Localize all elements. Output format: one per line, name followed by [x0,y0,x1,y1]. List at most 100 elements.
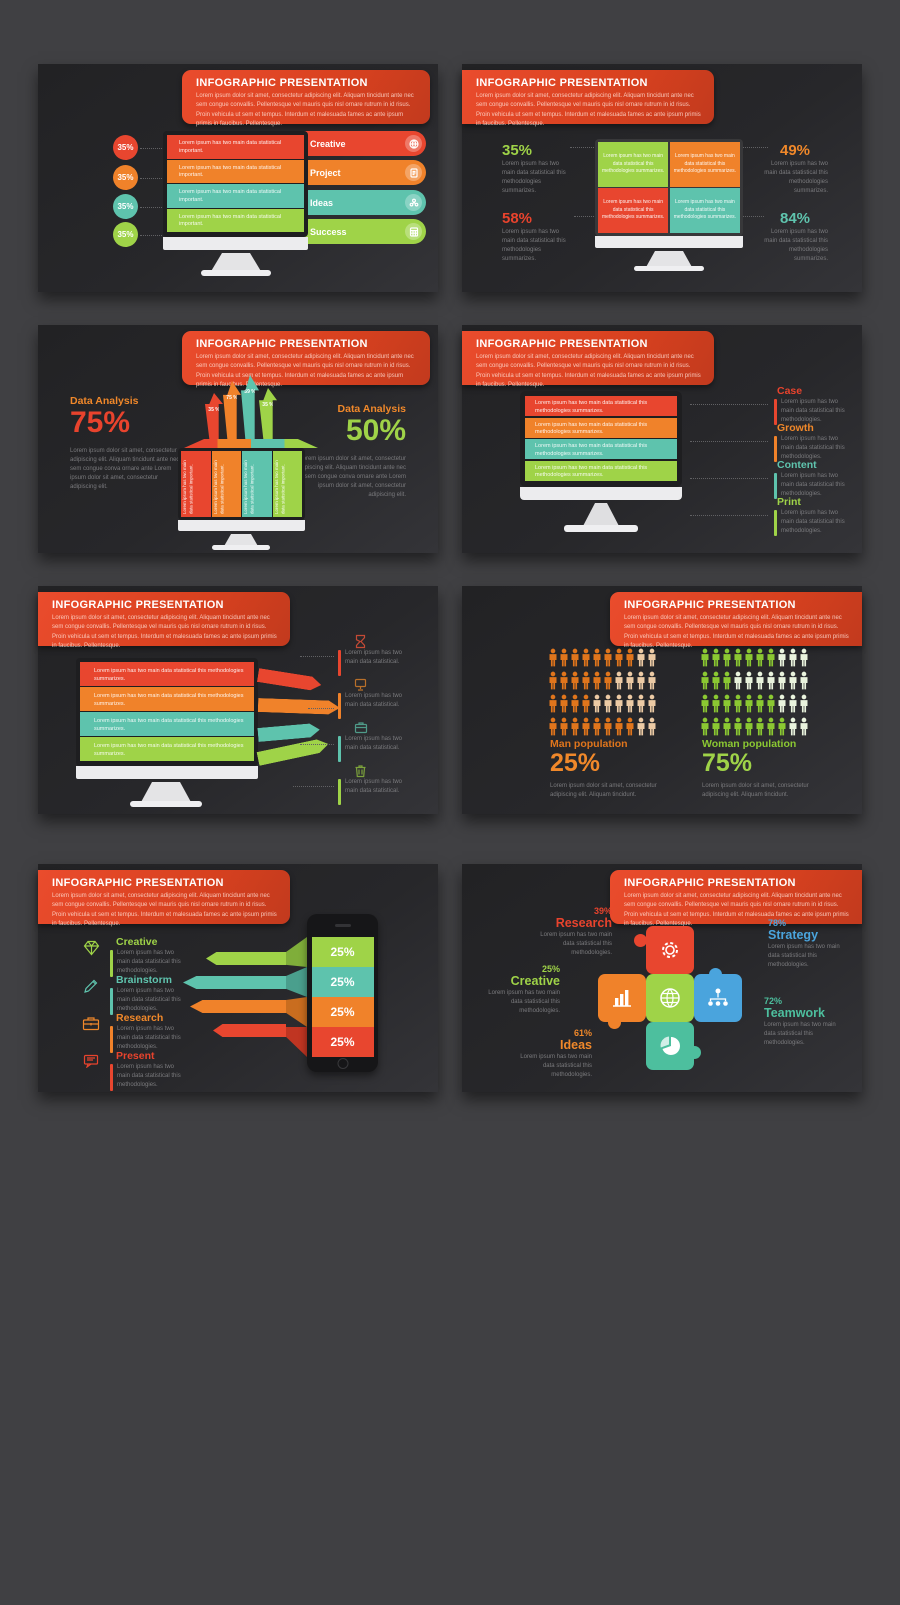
person-icon [571,694,579,713]
person-icon [789,648,797,667]
slide-3-thumbnail[interactable]: INFOGRAPHIC PRESENTATION Lorem ipsum dol… [38,325,438,553]
connector-line [293,786,334,787]
puzzle-stat-caption: Lorem ipsum has two main data statistica… [768,944,840,968]
monitor-quadrant: Lorem ipsum has two main data statistica… [669,188,740,233]
person-icon [756,717,764,736]
arrow-ribbon [258,698,340,715]
person-icon [723,671,731,690]
monitor-column: Lorem ipsum has two main data statistica… [211,451,241,517]
arrow-ribbon-fan [184,439,318,448]
display-icon [354,678,367,697]
person-icon [745,671,753,690]
slide-7-thumbnail[interactable]: INFOGRAPHIC PRESENTATION Lorem ipsum dol… [38,864,438,1092]
stat-value: 58% [502,210,533,227]
person-icon [734,671,742,690]
person-icon [701,717,709,736]
globe-icon [405,135,422,152]
person-icon [615,694,623,713]
person-icon [745,694,753,713]
person-icon [549,648,557,667]
person-icon [582,648,590,667]
group-label: Man population [550,738,628,750]
person-icon [593,717,601,736]
arrow-ribbon [213,1024,286,1037]
presentation-template-preview: { "palette":{ "red":"#e8432d","orange":"… [38,64,862,1092]
person-icon [800,671,808,690]
arrow-up-stat: 75 % [223,381,241,439]
puzzle-stat-value: 61% [573,1028,592,1038]
monitor-bar: Lorem ipsum has two main data statistica… [525,396,677,416]
puzzle-stat-caption: Lorem ipsum has two main data statistica… [540,932,612,956]
person-icon [549,671,557,690]
person-icon [648,671,656,690]
person-icon [712,694,720,713]
item-accent-bar [110,1064,113,1091]
person-icon [615,717,623,736]
slide-8-thumbnail[interactable]: INFOGRAPHIC PRESENTATION Lorem ipsum dol… [462,864,862,1092]
banner-title: INFOGRAPHIC PRESENTATION [52,599,224,611]
connector-line [690,478,768,479]
pill-success: Success [296,219,426,244]
item-caption: Lorem ipsum has two main data statistica… [781,510,845,534]
pill-label: Project [310,167,341,178]
hourglass-icon [354,634,367,654]
phone-band: 25% [311,997,374,1027]
item-accent-bar [110,1026,113,1053]
stat-value: 49% [780,142,811,159]
banner-body: Lorem ipsum dolor sit amet, consectetur … [476,93,701,127]
woman-population-pictogram [700,648,808,736]
item-accent-bar [338,779,341,805]
person-icon [615,648,623,667]
arrow-fold [286,967,307,997]
puzzle-stat-name: Ideas [560,1038,592,1052]
puzzle-stat-name: Research [555,916,612,930]
person-icon [571,648,579,667]
data-analysis-label: Data Analysis [70,395,139,407]
slide-header-banner: INFOGRAPHIC PRESENTATION Lorem ipsum dol… [462,70,714,127]
person-icon [800,717,808,736]
arrow-fold [286,937,307,967]
item-caption: Lorem ipsum has two main data statistica… [781,473,845,497]
connector-line [726,147,768,148]
slide-2-thumbnail[interactable]: INFOGRAPHIC PRESENTATION Lorem ipsum dol… [462,64,862,292]
connector-line [574,216,610,217]
person-icon [560,717,568,736]
monitor-bar: Lorem ipsum has two main data statistica… [80,687,254,711]
item-accent-bar [338,693,341,719]
puzzle-piece-ideas [598,974,646,1022]
monitor-chin [76,766,258,779]
pencil-icon [83,978,99,999]
monitor-base [212,545,270,550]
stat-caption: Lorem ipsum has two main data statistica… [502,229,566,262]
person-icon [648,648,656,667]
item-caption: Lorem ipsum has two main data statistica… [345,650,403,665]
monitor-screen: Lorem ipsum has two main data statistica… [595,139,743,236]
person-icon [626,717,634,736]
person-icon [789,671,797,690]
pill-label: Success [310,226,347,237]
slide-header-banner: INFOGRAPHIC PRESENTATION Lorem ipsum dol… [462,331,714,388]
connector-line [690,441,768,442]
puzzle-stat-caption: Lorem ipsum has two main data statistica… [764,1022,836,1046]
person-icon [756,648,764,667]
arrow-ribbon [257,723,320,742]
slide-4-thumbnail[interactable]: INFOGRAPHIC PRESENTATION Lorem ipsum dol… [462,325,862,553]
person-icon [745,648,753,667]
slide-6-thumbnail[interactable]: INFOGRAPHIC PRESENTATION Lorem ipsum dol… [462,586,862,814]
slide-1-thumbnail[interactable]: INFOGRAPHIC PRESENTATION Lorem ipsum dol… [38,64,438,292]
slide-5-thumbnail[interactable]: INFOGRAPHIC PRESENTATION Lorem ipsum dol… [38,586,438,814]
bar-chart-icon [613,990,631,1007]
item-accent-bar [774,473,777,499]
column-text: Lorem ipsum has two main data statistica… [212,460,224,514]
arrow-ribbon [190,1000,286,1013]
person-icon [767,648,775,667]
person-icon [778,648,786,667]
connector-line [690,515,768,516]
puzzle-stat-name: Strategy [768,928,819,942]
arrow-up-stat: 59 % [241,375,259,439]
man-population-pictogram [548,648,656,736]
person-icon [734,717,742,736]
stat-caption: Lorem ipsum dolor sit amet, consectetur … [296,456,406,498]
hierarchy-icon [708,988,728,1006]
group-label: Woman population [702,738,797,750]
